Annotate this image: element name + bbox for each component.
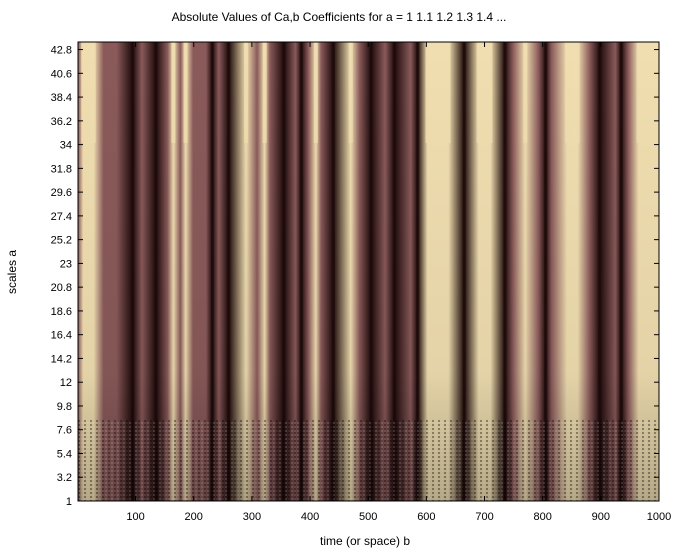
x-axis: 100 200 300 400 500 600 700 800 900 1000 [126,42,671,523]
x-tick-label: 400 [301,511,319,523]
y-axis: 1 3.2 5.4 7.6 9.8 12 14.2 16.4 18.6 20.8 23 25.2 27.… [51,45,659,508]
y-tick-label: 38.4 [51,92,72,104]
y-tick-label: 9.8 [57,401,72,413]
y-tick-label: 7.6 [57,425,72,437]
heatmap-area [78,42,659,501]
y-tick-label: 36.2 [51,116,72,128]
y-tick-label: 12 [60,377,72,389]
y-tick-label: 3.2 [57,472,72,484]
y-tick-label: 20.8 [51,282,72,294]
x-tick-label: 500 [359,511,377,523]
y-tick-label: 27.4 [51,211,72,223]
heatmap-shading [78,42,659,501]
y-tick-label: 23 [60,258,72,270]
y-tick-label: 14.2 [51,353,72,365]
chart-title: Absolute Values of Ca,b Coefficients for… [171,10,507,24]
x-tick-label: 700 [475,511,493,523]
x-tick-label: 1000 [647,511,671,523]
y-tick-label: 16.4 [51,330,72,342]
x-tick-label: 800 [534,511,552,523]
y-tick-label: 29.6 [51,187,72,199]
y-tick-label: 31.8 [51,163,72,175]
x-tick-label: 900 [592,511,610,523]
x-tick-label: 200 [185,511,203,523]
y-tick-label: 34 [60,140,72,152]
x-tick-label: 100 [126,511,144,523]
x-tick-label: 600 [417,511,435,523]
y-tick-label: 40.6 [51,68,72,80]
y-axis-label: scales a [5,249,19,295]
x-tick-label: 300 [243,511,261,523]
y-tick-label: 1 [66,496,72,508]
y-tick-label: 42.8 [51,45,72,57]
y-tick-label: 25.2 [51,235,72,247]
y-tick-label: 5.4 [57,448,72,460]
x-axis-label: time (or space) b [319,534,411,548]
y-tick-label: 18.6 [51,306,72,318]
